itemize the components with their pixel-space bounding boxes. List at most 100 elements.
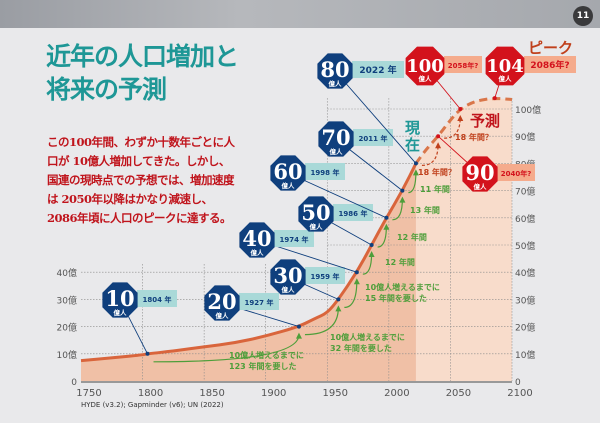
description: この100年間、わずか十数年ごとに人口が 10億人増加してきた。しかし、国連の現… (47, 135, 235, 225)
badge-unit: 億人 (251, 248, 265, 257)
octagon-badge-icon (462, 156, 498, 192)
milestone-badge: 1804 年 10億人 (102, 282, 177, 356)
y-tick-label-left: 30億 (57, 294, 77, 306)
now-label: 現 (405, 119, 420, 137)
year-label-bg (305, 163, 345, 180)
y-tick-label-left: 10億 (57, 349, 77, 361)
badge-unit: 億人 (310, 222, 324, 231)
arrow-head-icon (368, 251, 375, 257)
interval-label: 32 年間を要した (330, 343, 392, 353)
arrow-head-icon (412, 169, 419, 176)
octagon-badge-icon (270, 259, 306, 295)
data-point (369, 243, 374, 247)
year-label: 1974 年 (280, 235, 309, 244)
octagon-badge-icon (239, 222, 275, 258)
year-label: 2058年? (448, 61, 479, 70)
data-point (458, 107, 463, 111)
year-label: 1959 年 (311, 272, 340, 281)
data-point (492, 96, 497, 101)
title-line: 近年の人口増加と (46, 42, 239, 71)
header-band (0, 0, 600, 28)
y-tick-label-right: 0 (515, 378, 521, 388)
data-point (336, 297, 341, 302)
year-label: 1986 年 (339, 209, 368, 218)
page-number: 11 (573, 6, 593, 26)
year-label: 2011 年 (359, 134, 388, 143)
x-tick-label: 1750 (76, 388, 101, 399)
y-tick-label-left: 40億 (57, 267, 77, 279)
x-tick-label: 1950 (323, 388, 348, 399)
data-point (413, 161, 418, 166)
octagon-badge-icon (204, 285, 240, 321)
y-tick-label-right: 70億 (515, 186, 535, 198)
year-label-bg (444, 56, 482, 73)
interval-label: 15 年間を要した (365, 293, 427, 303)
year-label: 2022 年 (359, 64, 396, 76)
badge-value: 60 (273, 159, 302, 184)
badge-unit: 億人 (330, 147, 344, 156)
forecast-label: 予測 (470, 112, 500, 130)
leader-line (334, 70, 417, 164)
x-tick-label: 1850 (199, 388, 224, 399)
badge-value: 104 (486, 56, 524, 77)
octagon-badge-icon (318, 121, 354, 157)
interval-label: 123 年間を要した (229, 361, 296, 371)
milestone-badge: 2022 年 80 億人 (317, 53, 418, 166)
octagon-badge-icon (298, 196, 334, 232)
arrow-head-icon (383, 223, 390, 230)
year-label: 2040年? (501, 169, 532, 178)
year-label: 1998 年 (311, 168, 340, 177)
badge-value: 50 (301, 200, 330, 225)
arrow-head-icon (335, 305, 342, 312)
y-tick-label-left: 20億 (57, 322, 77, 334)
y-tick-label-right: 60億 (515, 213, 535, 225)
y-tick-label-right: 10億 (515, 349, 535, 361)
interval-label: 18 年間？ (418, 167, 456, 177)
year-label-bg (333, 204, 373, 221)
x-tick-label: 1800 (138, 388, 163, 399)
interval-label: 11 年間 (420, 184, 450, 194)
badge-unit: 億人 (282, 285, 296, 294)
data-point (296, 324, 301, 329)
interval-label: 12 年間 (397, 232, 427, 242)
badge-value: 70 (321, 125, 350, 150)
badge-value: 10 (105, 286, 134, 311)
badge-unit: 億人 (216, 311, 230, 320)
y-tick-label-right: 100億 (515, 104, 541, 116)
year-label: 2086年? (530, 59, 569, 71)
year-label-bg (239, 293, 279, 310)
x-tick-label: 2000 (384, 388, 409, 399)
octagon-badge-icon (270, 155, 306, 191)
interval-label: 10億人増えるまでに (365, 282, 440, 292)
octagon-badge-icon (405, 46, 445, 86)
badge-unit: 億人 (499, 74, 513, 83)
arrow-head-icon (353, 278, 360, 285)
data-point (354, 270, 359, 275)
x-tick-label: 2100 (507, 388, 532, 399)
badge-unit: 億人 (282, 181, 296, 190)
data-point (436, 134, 441, 139)
x-axis-line (81, 381, 512, 383)
interval-arrow (153, 334, 300, 363)
interval-label: 10億人増えるまでに (229, 350, 304, 360)
data-point (145, 351, 150, 356)
interval-label: 13 年間 (410, 205, 440, 215)
arrow-head-icon (457, 115, 464, 121)
interval-label: 10億人増えるまでに (330, 332, 405, 342)
year-label-bg (137, 290, 177, 307)
y-tick-label-right: 90億 (515, 131, 535, 143)
year-label-bg (305, 267, 345, 284)
badge-value: 80 (320, 57, 349, 82)
arrow-head-icon (399, 196, 406, 203)
interval-arrow (344, 280, 358, 308)
data-point (384, 215, 389, 220)
arrow-head-icon (295, 332, 302, 339)
y-tick-label-right: 20億 (515, 322, 535, 334)
